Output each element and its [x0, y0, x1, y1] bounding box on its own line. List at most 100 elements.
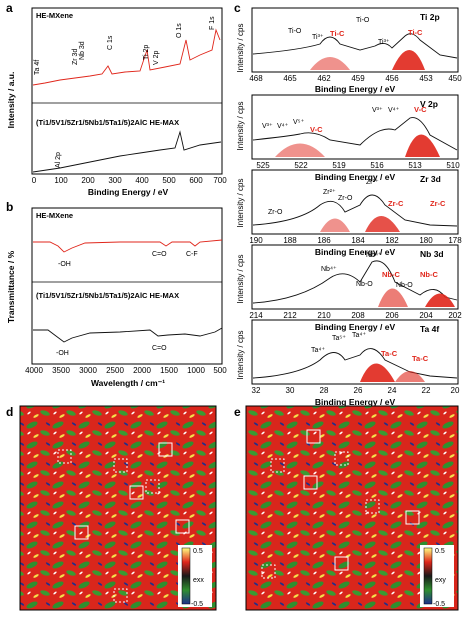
svg-text:V-C: V-C: [414, 105, 427, 114]
svg-text:459: 459: [351, 74, 365, 83]
svg-text:400: 400: [135, 176, 149, 185]
svg-text:516: 516: [370, 161, 384, 170]
svg-text:Zr²⁺: Zr²⁺: [366, 179, 379, 186]
svg-text:V³⁺: V³⁺: [372, 107, 383, 114]
svg-text:Ta-C: Ta-C: [381, 349, 398, 358]
svg-text:519: 519: [332, 161, 346, 170]
survey-xlabel: Binding Energy / eV: [88, 187, 169, 197]
ftir-spectrum-max: [33, 327, 223, 343]
colorbar-d-max: 0.5: [193, 548, 203, 555]
svg-text:V⁴⁺: V⁴⁺: [277, 123, 289, 130]
svg-text:184: 184: [351, 236, 365, 245]
survey-ylabel: Intensity / a.u.: [6, 72, 16, 129]
svg-text:500: 500: [162, 176, 176, 185]
ti2p-name: Ti 2p: [420, 12, 440, 22]
svg-text:186: 186: [317, 236, 331, 245]
ti2p-frame: [251, 7, 459, 73]
svg-text:1500: 1500: [160, 366, 178, 375]
svg-text:190: 190: [249, 236, 263, 245]
band-oh-top: -OH: [58, 261, 71, 268]
survey-spectrum-mxene: [32, 28, 221, 86]
svg-text:180: 180: [419, 236, 433, 245]
svg-text:200: 200: [81, 176, 95, 185]
svg-text:Ti-C: Ti-C: [330, 29, 345, 38]
svg-text:2000: 2000: [133, 366, 151, 375]
svg-text:26: 26: [354, 386, 363, 395]
svg-text:Zr²⁺: Zr²⁺: [323, 189, 336, 196]
map-e-markers: [261, 429, 420, 579]
svg-text:20: 20: [451, 386, 460, 395]
svg-text:Nb⁴⁺: Nb⁴⁺: [366, 252, 382, 259]
peak-al2p: Al 2p: [55, 152, 62, 168]
svg-text:210: 210: [317, 311, 331, 320]
panel-label-b: b: [6, 200, 13, 214]
svg-text:178: 178: [448, 236, 462, 245]
svg-text:Ti³⁺: Ti³⁺: [378, 39, 390, 46]
v2p-xticks: 525 522 519 516 513 510: [256, 161, 460, 170]
svg-text:24: 24: [388, 386, 397, 395]
svg-text:Nb-C: Nb-C: [382, 270, 400, 279]
svg-text:700: 700: [213, 176, 227, 185]
survey-xticks: 0 100 200 300 400 500 600 700: [32, 176, 227, 185]
nb3d-frame: [251, 244, 459, 310]
ftir-bottom-label: (Ti1/5V1/5Zr1/5Nb1/5Ta1/5)2AlC HE-MAX: [36, 291, 179, 300]
svg-text:Ti³⁺: Ti³⁺: [312, 34, 324, 41]
svg-text:Zr 3d: Zr 3d: [420, 174, 441, 184]
ftir-xlabel: Wavelength / cm⁻¹: [91, 378, 165, 388]
peak-v2p: V 2p: [153, 50, 160, 65]
svg-text:525: 525: [256, 161, 270, 170]
panel-label-d: d: [6, 405, 13, 419]
ftir-top-label: HE-MXene: [36, 211, 73, 220]
svg-text:V-C: V-C: [310, 125, 323, 134]
peak-nb3d: Nb 3d: [79, 41, 86, 60]
peak-f1s: F 1s: [209, 16, 216, 30]
svg-text:3500: 3500: [52, 366, 70, 375]
map-d-markers: [57, 442, 190, 603]
svg-text:510: 510: [446, 161, 460, 170]
panel-label-a: a: [6, 1, 13, 15]
hr-ylabels: Intensity / cps Intensity / cps Intensit…: [236, 24, 245, 380]
ftir-xticks: 4000 3500 3000 2500 2000 1500 1000 500: [25, 366, 227, 375]
svg-text:Ta 4f: Ta 4f: [420, 324, 439, 334]
panel-label-c: c: [234, 1, 241, 15]
svg-text:522: 522: [294, 161, 308, 170]
svg-text:456: 456: [385, 74, 399, 83]
ftir-spectrum-mxene: [33, 239, 223, 253]
svg-text:Zr-O: Zr-O: [268, 209, 283, 216]
svg-text:Ti-C: Ti-C: [408, 28, 423, 37]
svg-text:600: 600: [189, 176, 203, 185]
svg-text:V⁵⁺: V⁵⁺: [293, 119, 305, 126]
svg-text:Ta-C: Ta-C: [412, 354, 429, 363]
nb3d-xticks: 214 212 210 208 206 204 202: [249, 311, 462, 320]
svg-text:2500: 2500: [106, 366, 124, 375]
svg-text:Intensity / cps: Intensity / cps: [236, 179, 245, 228]
svg-text:212: 212: [283, 311, 297, 320]
svg-text:Binding Energy / eV: Binding Energy / eV: [315, 322, 396, 332]
svg-text:Binding Energy / eV: Binding Energy / eV: [315, 247, 396, 257]
svg-text:Ta⁴⁺: Ta⁴⁺: [311, 347, 325, 354]
svg-text:Nb-O: Nb-O: [396, 282, 413, 289]
svg-text:4000: 4000: [25, 366, 43, 375]
svg-text:206: 206: [385, 311, 399, 320]
peak-ti2p: Ti 2p: [143, 45, 150, 60]
svg-text:Binding Energy / eV: Binding Energy / eV: [315, 84, 396, 94]
svg-text:188: 188: [283, 236, 297, 245]
survey-frame: [31, 7, 223, 175]
colorbar-e: [423, 547, 433, 605]
svg-text:Ti-O: Ti-O: [288, 28, 302, 35]
ta4f-frame: [251, 319, 459, 385]
svg-text:Binding Energy / eV: Binding Energy / eV: [315, 172, 396, 182]
svg-text:V³⁺: V³⁺: [262, 123, 273, 130]
svg-text:202: 202: [448, 311, 462, 320]
ftir-frame: [31, 207, 223, 365]
svg-text:Intensity / cps: Intensity / cps: [236, 331, 245, 380]
svg-text:30: 30: [286, 386, 295, 395]
svg-text:22: 22: [422, 386, 431, 395]
svg-text:Ti-O: Ti-O: [356, 17, 370, 24]
svg-text:465: 465: [283, 74, 297, 83]
v2p-frame: [251, 94, 459, 160]
peak-ta4f: Ta 4f: [34, 60, 41, 75]
band-co-bottom: C=O: [152, 345, 167, 352]
svg-text:V 2p: V 2p: [420, 99, 438, 109]
